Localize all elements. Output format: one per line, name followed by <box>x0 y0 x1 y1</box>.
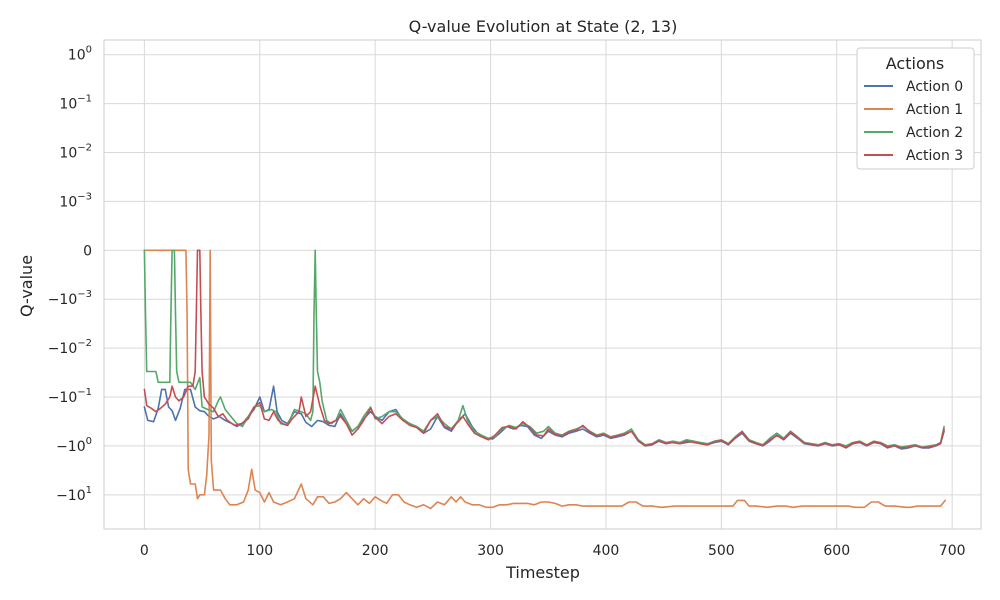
series-lines <box>143 249 946 510</box>
y-tick-exponent: −1 <box>77 94 92 105</box>
y-tick-base: 10 <box>59 194 77 210</box>
y-tick-exponent: −3 <box>77 289 92 300</box>
x-tick-label: 100 <box>246 543 273 559</box>
y-tick-base: −10 <box>48 292 78 308</box>
y-tick-base: 10 <box>59 146 77 162</box>
series-line-action-1 <box>143 249 946 510</box>
x-tick-label: 500 <box>708 543 735 559</box>
x-tick-label: 200 <box>362 543 389 559</box>
y-tick-base: −10 <box>48 341 78 357</box>
y-tick-exponent: −3 <box>77 191 92 202</box>
y-tick-base: 0 <box>83 243 92 259</box>
series-line-action-3 <box>143 249 945 449</box>
y-axis-title: Q-value <box>17 255 36 317</box>
y-tick-label: −101 <box>56 485 92 504</box>
y-tick-exponent: 0 <box>86 436 92 447</box>
y-tick-base: 10 <box>68 48 86 64</box>
y-tick-label: −100 <box>56 436 92 455</box>
legend-box <box>856 47 975 170</box>
y-tick-base: −10 <box>56 439 86 455</box>
y-tick-exponent: 1 <box>86 485 92 496</box>
legend-title: Actions <box>886 54 944 73</box>
y-tick-label: −10−1 <box>48 387 92 406</box>
y-tick-exponent: 0 <box>86 45 92 56</box>
y-tick-label: −10−2 <box>48 338 92 357</box>
chart-title: Q-value Evolution at State (2, 13) <box>409 17 678 36</box>
y-tick-exponent: −1 <box>77 387 92 398</box>
x-tick-label: 700 <box>939 543 966 559</box>
legend-label-action-1: Action 1 <box>906 102 963 118</box>
y-tick-label: 10−3 <box>59 191 92 210</box>
legend-label-action-2: Action 2 <box>906 125 963 141</box>
y-tick-label: −10−3 <box>48 289 92 308</box>
y-tick-exponent: −2 <box>77 143 92 154</box>
y-tick-label: 10−2 <box>59 143 92 162</box>
legend-label-action-3: Action 3 <box>906 148 963 164</box>
y-tick-label: 0 <box>83 243 92 259</box>
x-tick-label: 400 <box>593 543 620 559</box>
legend: Actions Action 0 Action 1 Action 2 Action 3 <box>856 47 975 170</box>
x-tick-label: 300 <box>477 543 504 559</box>
y-tick-label: 100 <box>68 45 92 64</box>
y-tick-base: 10 <box>59 97 77 113</box>
plot-frame <box>103 39 982 530</box>
legend-label-action-0: Action 0 <box>906 79 963 95</box>
y-tick-base: −10 <box>48 390 78 406</box>
x-tick-labels: 0 100 200 300 400 500 600 700 <box>140 543 966 559</box>
grid <box>104 40 981 529</box>
y-tick-base: −10 <box>56 488 86 504</box>
x-tick-label: 600 <box>823 543 850 559</box>
x-axis-title: Timestep <box>505 563 580 582</box>
y-tick-label: 10−1 <box>59 94 92 113</box>
x-tick-label: 0 <box>140 543 149 559</box>
y-tick-exponent: −2 <box>77 338 92 349</box>
